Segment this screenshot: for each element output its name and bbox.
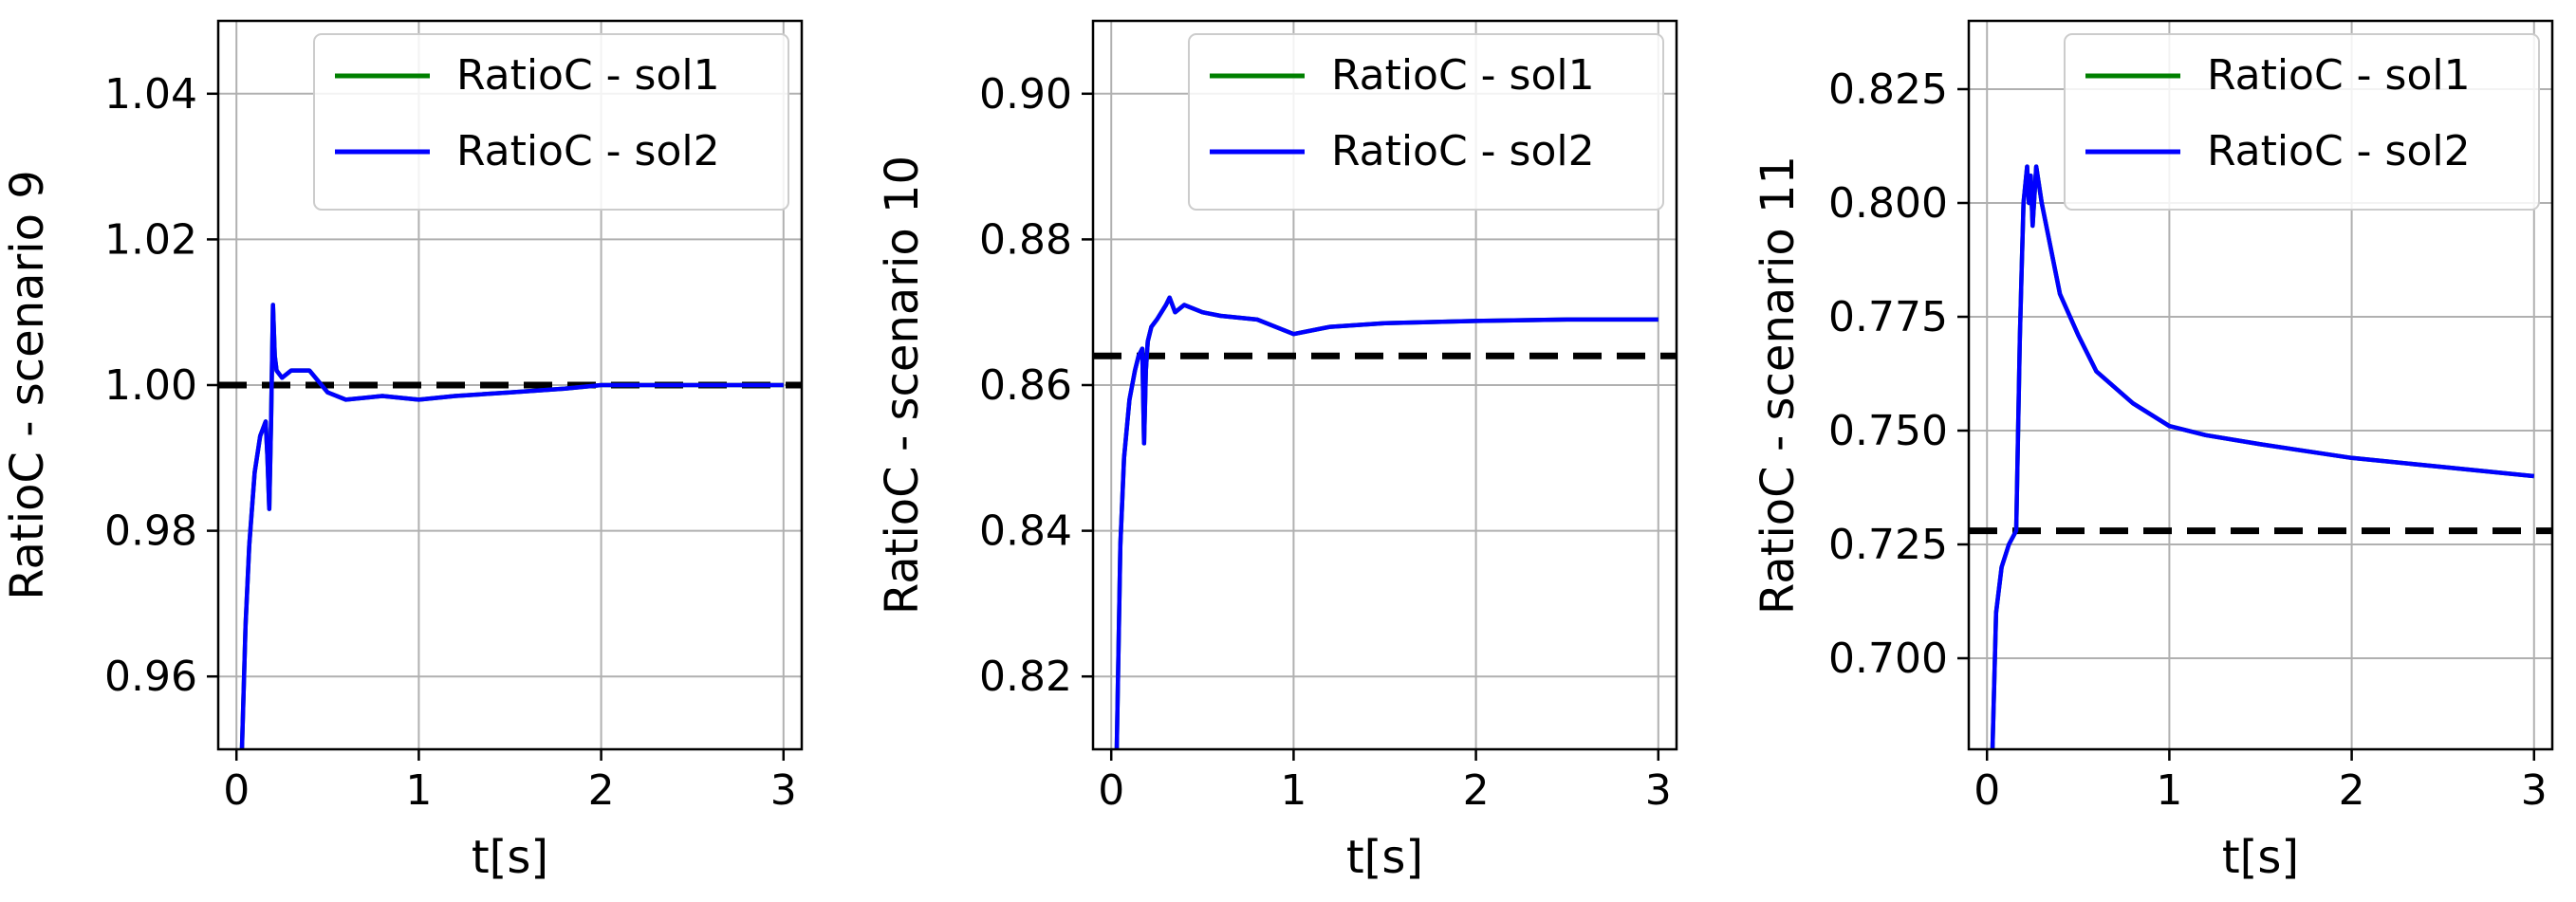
legend-frame [1188, 33, 1664, 211]
x-tick-label: 2 [588, 766, 615, 815]
y-tick-label: 0.86 [979, 361, 1072, 410]
y-axis-label: RatioC - scenario 9 [1, 170, 54, 600]
x-tick-label: 1 [1280, 766, 1307, 815]
plot-area [1969, 164, 2552, 749]
legend-entry: RatioC - sol1 [1331, 51, 1595, 100]
y-tick-label: 0.98 [104, 507, 197, 556]
legend: RatioC - sol1 RatioC - sol2 [313, 33, 789, 211]
y-tick-label: 0.775 [1828, 293, 1948, 341]
y-tick-label: 0.90 [979, 70, 1072, 119]
series-line-sol2 [239, 303, 784, 749]
legend-frame [2064, 33, 2540, 211]
plot-area [1093, 295, 1677, 749]
y-tick-label: 0.800 [1828, 179, 1948, 228]
y-tick-label: 0.825 [1828, 65, 1948, 114]
x-axis-label: t[s] [472, 831, 548, 884]
x-tick-label: 0 [1974, 766, 2000, 815]
y-tick-label: 0.82 [979, 653, 1072, 701]
x-axis-label: t[s] [1346, 831, 1423, 884]
y-tick-label: 0.750 [1828, 407, 1948, 455]
legend-entry: RatioC - sol2 [456, 127, 720, 175]
legend-entry: RatioC - sol2 [1331, 127, 1595, 175]
y-tick-label: 0.84 [979, 507, 1072, 556]
y-tick-label: 1.00 [104, 361, 197, 410]
y-tick-label: 1.04 [104, 70, 197, 119]
series-line-sol1 [1990, 164, 2535, 749]
plot-area [218, 303, 802, 749]
y-tick-label: 0.725 [1828, 521, 1948, 569]
x-tick-label: 0 [1098, 766, 1124, 815]
x-tick-label: 3 [770, 766, 797, 815]
x-tick-label: 0 [223, 766, 250, 815]
y-tick-label: 0.88 [979, 215, 1072, 264]
legend-entry: RatioC - sol1 [2207, 51, 2471, 100]
x-tick-label: 2 [1463, 766, 1490, 815]
axes-frame [1967, 19, 2554, 751]
x-tick-label: 1 [405, 766, 432, 815]
y-axis-label: RatioC - scenario 11 [1751, 156, 1805, 615]
legend-entry: RatioC - sol2 [2207, 127, 2471, 175]
x-tick-label: 2 [2339, 766, 2365, 815]
series-line-sol2 [1990, 164, 2535, 749]
legend: RatioC - sol1 RatioC - sol2 [1188, 33, 1664, 211]
x-axis-label: t[s] [2222, 831, 2299, 884]
legend-frame [313, 33, 789, 211]
series-line-sol1 [239, 303, 784, 749]
subplot-2: 0 1 2 3 0.82 0.84 0.86 0.88 0.90 t[s] RatioC - sce… [876, 19, 1678, 884]
y-tick-label: 0.700 [1828, 635, 1948, 683]
x-tick-label: 1 [2156, 766, 2182, 815]
subplot-1: 0 1 2 3 0.96 0.98 1.00 1.02 1.04 t[s] RatioC - sce… [1, 19, 804, 884]
subplot-3: 0 1 2 3 0.700 0.725 0.750 0.775 0.800 0.825 t[s] Ra… [1751, 19, 2554, 884]
x-tick-label: 3 [1645, 766, 1672, 815]
series-line-sol2 [1114, 295, 1659, 749]
series-line-sol1 [1114, 295, 1659, 749]
y-axis-label: RatioC - scenario 10 [876, 156, 929, 615]
legend-entry: RatioC - sol1 [456, 51, 720, 100]
y-tick-label: 1.02 [104, 215, 197, 264]
y-tick-label: 0.96 [104, 653, 197, 701]
legend: RatioC - sol1 RatioC - sol2 [2064, 33, 2540, 211]
x-tick-label: 3 [2521, 766, 2548, 815]
